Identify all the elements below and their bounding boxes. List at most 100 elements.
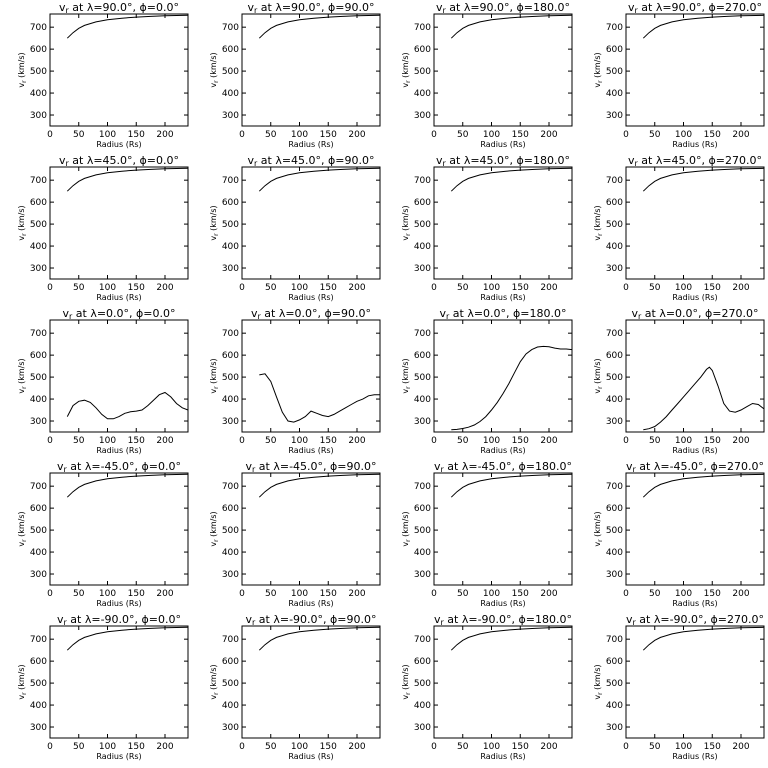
chart-panel-16: vr at λ=-90.0°, ϕ=0.0° 0 50 100 150 200 300 400… <box>17 613 189 761</box>
chart-panel-1: vr at λ=90.0°, ϕ=90.0° 0 50 100 150 200 300 400… <box>209 1 381 149</box>
x-axis-label: Radius (Rs) <box>288 140 333 149</box>
x-tick-label: 50 <box>265 283 277 293</box>
chart-title: vr at λ=90.0°, ϕ=180.0° <box>436 1 570 15</box>
y-tick-label: 400 <box>606 548 623 558</box>
x-tick-label: 200 <box>732 589 749 599</box>
chart-panel-11: vr at λ=0.0°, ϕ=270.0° 0 50 100 150 200 300 400… <box>593 307 765 455</box>
series-line-0 <box>259 373 380 423</box>
y-tick-label: 400 <box>222 701 239 711</box>
plot-frame <box>625 319 765 433</box>
x-tick-label: 200 <box>348 589 365 599</box>
x-axis-label: Radius (Rs) <box>288 599 333 608</box>
y-tick-label: 600 <box>606 45 623 55</box>
chart-panel-4: vr at λ=45.0°, ϕ=0.0° 0 50 100 150 200 300 400 5… <box>17 154 189 302</box>
y-tick-label: 300 <box>606 111 623 121</box>
x-tick-label: 100 <box>99 436 116 446</box>
y-axis-label: vr (km/s) <box>17 205 28 240</box>
x-tick-label: 0 <box>239 589 245 599</box>
x-tick-label: 100 <box>99 283 116 293</box>
x-axis-label: Radius (Rs) <box>672 599 717 608</box>
chart-title: vr at λ=45.0°, ϕ=0.0° <box>59 154 179 168</box>
x-tick-label: 150 <box>128 436 145 446</box>
x-tick-label: 0 <box>623 742 629 752</box>
y-tick-label: 700 <box>414 635 431 645</box>
y-tick-label: 300 <box>606 264 623 274</box>
y-axis-label: vr (km/s) <box>401 358 412 393</box>
x-tick-label: 150 <box>128 130 145 140</box>
y-tick-label: 400 <box>222 395 239 405</box>
series-line-0 <box>643 366 765 431</box>
x-tick-label: 200 <box>156 589 173 599</box>
series-line-0 <box>642 167 765 192</box>
x-tick-label: 100 <box>483 589 500 599</box>
y-tick-label: 300 <box>606 723 623 733</box>
x-tick-label: 100 <box>483 283 500 293</box>
y-tick-label: 600 <box>222 45 239 55</box>
y-tick-label: 600 <box>222 351 239 361</box>
y-tick-label: 500 <box>606 679 623 689</box>
x-tick-label: 0 <box>239 283 245 293</box>
y-tick-label: 500 <box>606 67 623 77</box>
x-tick-label: 150 <box>512 742 529 752</box>
x-tick-label: 100 <box>291 589 308 599</box>
y-tick-label: 700 <box>30 329 47 339</box>
x-tick-label: 0 <box>47 436 53 446</box>
x-tick-label: 200 <box>540 130 557 140</box>
x-tick-label: 200 <box>540 742 557 752</box>
y-axis-label: vr (km/s) <box>593 664 604 699</box>
y-tick-label: 400 <box>414 89 431 99</box>
x-tick-label: 200 <box>156 283 173 293</box>
y-tick-label: 500 <box>414 220 431 230</box>
y-tick-label: 400 <box>414 701 431 711</box>
x-axis-label: Radius (Rs) <box>96 446 141 455</box>
y-tick-label: 300 <box>30 417 47 427</box>
y-axis-label: vr (km/s) <box>209 52 220 87</box>
y-axis-label: vr (km/s) <box>209 205 220 240</box>
chart-panel-14: vr at λ=-45.0°, ϕ=180.0° 0 50 100 150 200 300 4… <box>401 460 573 608</box>
series-line-0 <box>66 167 189 192</box>
x-tick-label: 150 <box>704 589 721 599</box>
x-tick-label: 150 <box>512 436 529 446</box>
y-tick-label: 300 <box>414 111 431 121</box>
y-tick-label: 500 <box>414 526 431 536</box>
x-tick-label: 0 <box>431 130 437 140</box>
x-axis-label: Radius (Rs) <box>288 293 333 302</box>
x-tick-label: 200 <box>732 436 749 446</box>
x-tick-label: 200 <box>348 436 365 446</box>
y-tick-label: 700 <box>222 176 239 186</box>
chart-title: vr at λ=45.0°, ϕ=180.0° <box>436 154 570 168</box>
y-tick-label: 700 <box>414 329 431 339</box>
y-tick-label: 700 <box>222 23 239 33</box>
x-tick-label: 200 <box>540 283 557 293</box>
plot-frame <box>49 166 189 280</box>
x-axis-label: Radius (Rs) <box>672 446 717 455</box>
x-tick-label: 50 <box>265 742 277 752</box>
series-line-0 <box>642 626 765 651</box>
plot-frame <box>241 166 381 280</box>
y-tick-label: 600 <box>414 351 431 361</box>
chart-panel-0: vr at λ=90.0°, ϕ=0.0° 0 50 100 150 200 300 400 5… <box>17 1 189 149</box>
x-tick-label: 100 <box>675 742 692 752</box>
plot-frame <box>625 13 765 127</box>
series-line-0 <box>66 473 189 498</box>
y-tick-label: 400 <box>606 701 623 711</box>
y-tick-label: 500 <box>606 373 623 383</box>
plot-frame <box>625 472 765 586</box>
x-tick-label: 0 <box>239 130 245 140</box>
y-tick-label: 700 <box>222 329 239 339</box>
y-tick-label: 500 <box>222 220 239 230</box>
series-line-0 <box>258 473 381 498</box>
y-tick-label: 700 <box>606 329 623 339</box>
x-tick-label: 150 <box>128 589 145 599</box>
x-axis-label: Radius (Rs) <box>96 752 141 761</box>
y-tick-label: 300 <box>606 570 623 580</box>
x-tick-label: 50 <box>265 436 277 446</box>
y-tick-label: 700 <box>30 482 47 492</box>
x-tick-label: 0 <box>239 436 245 446</box>
y-tick-label: 500 <box>414 373 431 383</box>
y-tick-label: 300 <box>222 570 239 580</box>
x-axis-label: Radius (Rs) <box>288 446 333 455</box>
series-line-0 <box>66 391 189 420</box>
y-tick-label: 700 <box>606 176 623 186</box>
x-tick-label: 200 <box>156 436 173 446</box>
